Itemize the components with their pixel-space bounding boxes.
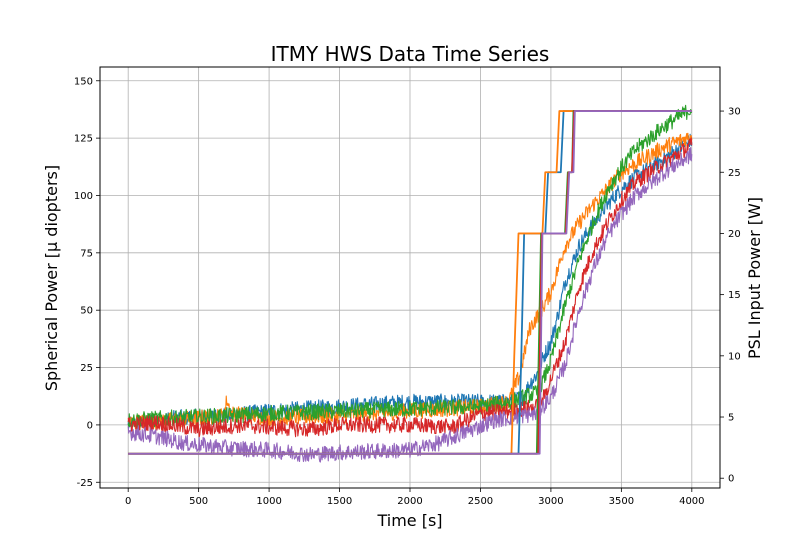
y-tick-label: 75	[80, 248, 93, 259]
x-tick-label: 500	[189, 496, 208, 507]
y-tick-label: 0	[87, 420, 93, 431]
x-tick-label: 2500	[468, 496, 493, 507]
x-tick-label: 1000	[256, 496, 281, 507]
y-tick-label: 100	[74, 191, 93, 202]
series-layer	[127, 104, 693, 463]
psl-power-line-9	[128, 110, 692, 455]
spherical-power-line-3	[127, 137, 693, 438]
y-right-tick-label: 25	[728, 168, 741, 179]
y-right-tick-label: 20	[728, 229, 741, 240]
y-tick-label: 25	[80, 363, 93, 374]
y-right-tick-label: 5	[728, 413, 734, 424]
y-tick-label: 125	[74, 134, 93, 145]
y-right-tick-label: 0	[728, 474, 734, 485]
y-axis-label-right: PSL Input Power [W]	[745, 197, 764, 359]
x-tick-label: 1500	[327, 496, 352, 507]
chart-title: ITMY HWS Data Time Series	[271, 42, 550, 66]
spherical-power-line-2	[127, 104, 693, 428]
x-tick-label: 3000	[538, 496, 563, 507]
y-tick-label: -25	[77, 478, 93, 489]
x-tick-label: 0	[125, 496, 131, 507]
y-right-tick-label: 10	[728, 351, 741, 362]
x-tick-label: 4000	[679, 496, 704, 507]
y-right-tick-label: 15	[728, 290, 741, 301]
x-tick-label: 2000	[397, 496, 422, 507]
y-tick-label: 50	[80, 306, 93, 317]
y-axis-label-left: Spherical Power [μ diopters]	[42, 165, 61, 391]
tick-layer: 0 500 1000 1500 2000 2500 3000 3500 4000-2502550…	[74, 76, 741, 507]
x-axis-label: Time [s]	[376, 511, 442, 530]
y-right-tick-label: 30	[728, 107, 741, 118]
x-tick-label: 3500	[609, 496, 634, 507]
y-tick-label: 150	[74, 76, 93, 87]
